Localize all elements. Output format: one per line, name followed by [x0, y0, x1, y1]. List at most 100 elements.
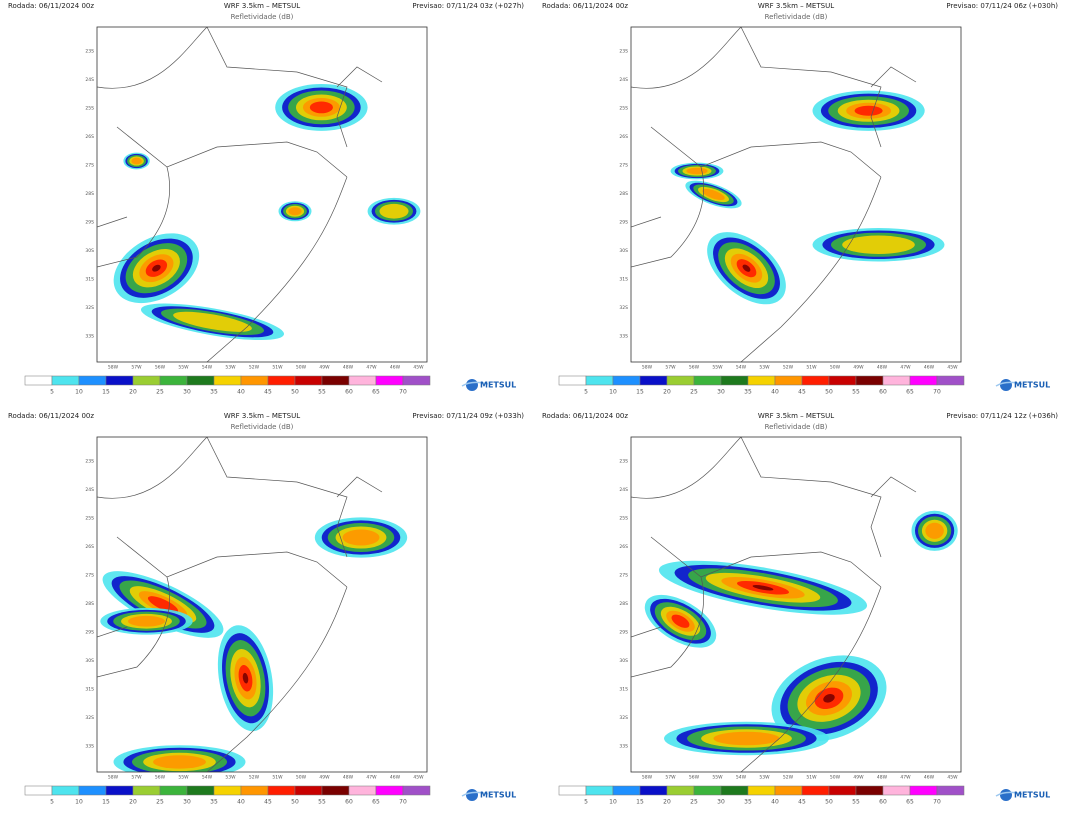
- colorbar-box: [402, 785, 431, 796]
- colorbar-label: 20: [663, 799, 671, 806]
- echo: [128, 615, 165, 627]
- forecast-label: Previsao: 07/11/24 03z (+027h): [412, 2, 524, 10]
- lon-label: 48W: [343, 365, 354, 371]
- colorbar-box: [720, 375, 749, 386]
- border-line: [97, 166, 171, 268]
- colorbar-box: [585, 375, 614, 386]
- lon-label: 47W: [900, 775, 911, 781]
- map-frame: [96, 436, 428, 773]
- colorbar-box: [24, 375, 53, 386]
- lon-label: 48W: [877, 775, 888, 781]
- echo: [925, 522, 944, 539]
- colorbar-label: 60: [879, 389, 887, 396]
- map-background: [631, 27, 961, 362]
- map-frame: [630, 26, 962, 363]
- lat-label: 26S: [85, 544, 94, 550]
- colorbar-label: 40: [237, 799, 245, 806]
- colorbar-box: [855, 375, 884, 386]
- variable-label: Refletividade (dB): [765, 13, 828, 21]
- lon-label: 46W: [924, 365, 935, 371]
- lat-label: 28S: [85, 601, 94, 607]
- colorbar-label: 10: [75, 799, 83, 806]
- colorbar-box: [267, 375, 296, 386]
- lon-label: 58W: [642, 365, 653, 371]
- colorbar-label: 60: [345, 799, 353, 806]
- lon-label: 48W: [877, 365, 888, 371]
- border-line: [206, 176, 348, 362]
- colorbar-box: [240, 785, 269, 796]
- border-line: [336, 66, 383, 88]
- colorbar-box: [936, 785, 965, 796]
- border-line: [97, 576, 171, 678]
- lon-label: 49W: [319, 365, 330, 371]
- lon-label: 57W: [131, 775, 142, 781]
- panel: Rodada: 06/11/2024 00z WRF 3.5km – METSUL…: [542, 412, 1058, 806]
- lat-label: 28S: [619, 601, 628, 607]
- lon-label: 50W: [830, 365, 841, 371]
- lon-label: 53W: [759, 365, 770, 371]
- colorbar-label: 55: [318, 389, 326, 396]
- colorbar-box: [774, 785, 803, 796]
- colorbar-box: [693, 785, 722, 796]
- colorbar-box: [774, 375, 803, 386]
- lon-label: 55W: [178, 775, 189, 781]
- border-line: [97, 437, 208, 499]
- colorbar-label: 5: [584, 799, 588, 806]
- lat-label: 26S: [85, 134, 94, 140]
- lon-label: 49W: [319, 775, 330, 781]
- lat-label: 28S: [85, 191, 94, 197]
- echo: [854, 105, 883, 116]
- lat-label: 26S: [619, 134, 628, 140]
- lon-label: 54W: [202, 775, 213, 781]
- echo: [342, 529, 380, 546]
- colorbar-box: [78, 785, 107, 796]
- colorbar-label: 30: [183, 799, 191, 806]
- colorbar-box: [186, 785, 215, 796]
- colorbar-label: 45: [264, 799, 272, 806]
- border-line: [740, 437, 882, 558]
- colorbar-box: [159, 375, 188, 386]
- border-line: [97, 27, 208, 89]
- echo: [752, 585, 774, 591]
- colorbar-box: [909, 375, 938, 386]
- lat-label: 31S: [619, 687, 628, 693]
- border-line: [116, 536, 348, 588]
- panel: Rodada: 06/11/2024 00z WRF 3.5km – METSUL…: [8, 2, 524, 396]
- lon-label: 56W: [155, 775, 166, 781]
- model-label: WRF 3.5km – METSUL: [224, 2, 300, 10]
- colorbar-label: 15: [102, 799, 110, 806]
- colorbar-label: 70: [399, 389, 407, 396]
- logo-swoosh: [461, 791, 489, 797]
- colorbar-box: [855, 785, 884, 796]
- colorbar-label: 30: [183, 389, 191, 396]
- lon-label: 56W: [155, 365, 166, 371]
- echo: [131, 157, 142, 165]
- lon-label: 50W: [296, 775, 307, 781]
- border-line: [740, 176, 882, 362]
- echo: [713, 731, 780, 746]
- colorbar-label: 10: [609, 389, 617, 396]
- border-line: [631, 576, 705, 678]
- colorbar-label: 15: [102, 389, 110, 396]
- colorbar-box: [801, 785, 830, 796]
- border-line: [631, 216, 662, 228]
- colorbar-label: 65: [372, 799, 380, 806]
- border-line: [740, 27, 882, 148]
- colorbar-box: [213, 375, 242, 386]
- lon-label: 54W: [736, 365, 747, 371]
- lon-label: 45W: [413, 365, 424, 371]
- panel: Rodada: 06/11/2024 00z WRF 3.5km – METSUL…: [8, 412, 524, 806]
- lat-label: 27S: [85, 573, 94, 579]
- border-line: [206, 27, 348, 148]
- lon-label: 56W: [689, 775, 700, 781]
- colorbar-label: 55: [852, 389, 860, 396]
- lon-label: 49W: [853, 365, 864, 371]
- colorbar-label: 65: [372, 389, 380, 396]
- colorbar-box: [321, 785, 350, 796]
- lon-label: 51W: [272, 365, 283, 371]
- border-line: [116, 126, 348, 178]
- reflectivity-layer: [631, 437, 958, 772]
- border-line: [631, 27, 742, 89]
- lon-label: 45W: [413, 775, 424, 781]
